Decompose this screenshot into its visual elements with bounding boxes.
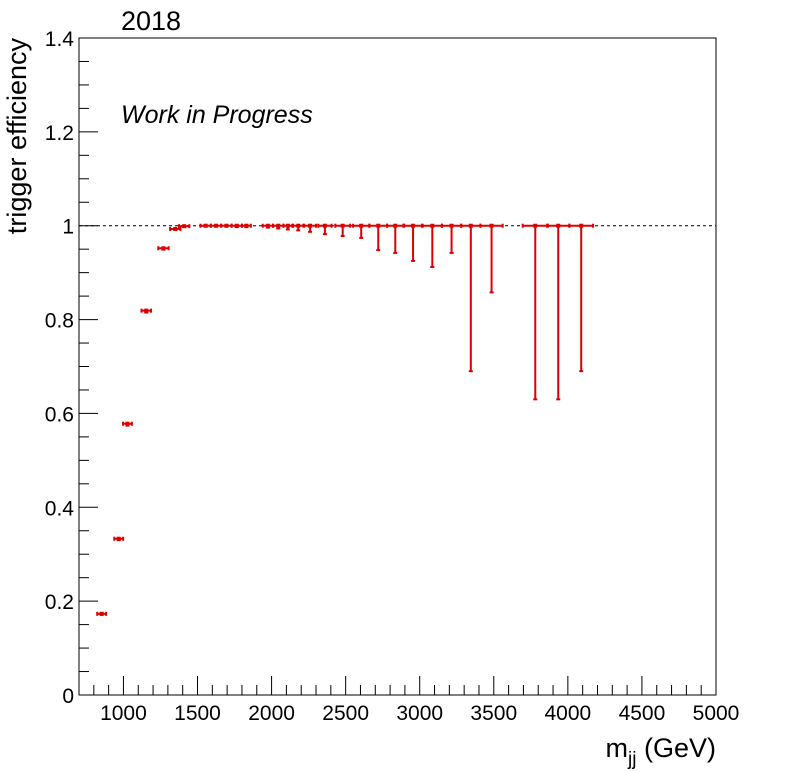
y-axis-tick-labels: 0 0.2 0.4 0.6 0.8 1 1.2 1.4 (45, 28, 75, 708)
data-point (113, 536, 125, 542)
y-tick-label: 0.2 (45, 591, 74, 614)
point-marker (489, 223, 494, 228)
chart-annotation: Work in Progress (121, 101, 313, 129)
x-tick-label: 2500 (322, 702, 369, 725)
x-axis-tick-labels: 1000 1500 2000 2500 3000 3500 4000 4500 5000 (100, 702, 739, 725)
point-marker (203, 223, 208, 228)
data-point (317, 223, 333, 236)
data-point (157, 246, 170, 251)
point-marker (556, 223, 561, 228)
data-point (169, 226, 182, 231)
y-tick-label: 0.4 (45, 497, 75, 520)
point-marker (579, 223, 584, 228)
point-marker (322, 223, 327, 228)
y-tick-label: 0.8 (45, 310, 74, 333)
point-marker (276, 223, 281, 228)
point-marker (234, 223, 239, 228)
point-marker (173, 226, 178, 231)
point-marker (224, 223, 229, 228)
point-marker (411, 223, 416, 228)
plot-frame (78, 37, 717, 696)
data-point (140, 308, 152, 314)
point-marker (430, 223, 435, 228)
y-tick-label: 1.2 (45, 122, 74, 145)
point-marker (376, 223, 381, 228)
point-marker (468, 223, 473, 228)
x-axis-title-unit: (GeV) (636, 733, 716, 763)
x-tick-label: 3500 (470, 702, 517, 725)
point-marker (533, 223, 538, 228)
chart-title: 2018 (121, 6, 181, 36)
x-tick-label: 5000 (693, 702, 740, 725)
point-marker (340, 223, 345, 228)
data-point (334, 223, 352, 238)
point-marker (359, 223, 364, 228)
point-marker (449, 223, 454, 228)
data-point (177, 224, 191, 229)
x-tick-label: 2000 (248, 702, 295, 725)
y-axis-title: trigger efficiency (2, 38, 32, 235)
data-point (479, 223, 504, 294)
data-point (303, 223, 318, 233)
x-tick-label: 1000 (100, 702, 147, 725)
x-axis-title-subscript: jj (627, 749, 636, 770)
x-tick-label: 1500 (174, 702, 221, 725)
data-point (568, 223, 595, 373)
y-tick-label: 1 (62, 216, 74, 239)
point-marker (393, 223, 398, 228)
point-marker (308, 223, 313, 228)
point-marker (285, 223, 290, 228)
point-marker (116, 536, 121, 541)
data-point (96, 611, 108, 616)
point-marker (161, 246, 166, 251)
point-marker (214, 223, 219, 228)
x-tick-label: 4000 (545, 702, 592, 725)
point-marker (244, 223, 249, 228)
point-marker (144, 308, 149, 313)
data-point (403, 223, 423, 262)
x-tick-label: 3000 (396, 702, 443, 725)
point-marker (265, 223, 270, 228)
y-tick-label: 0 (62, 685, 74, 708)
point-marker (296, 223, 301, 228)
point-marker (182, 224, 187, 229)
data-points (96, 223, 595, 616)
y-tick-label: 1.4 (45, 28, 75, 51)
y-tick-label: 0.6 (45, 403, 74, 426)
x-tick-label: 4500 (619, 702, 666, 725)
x-axis-title-main: m (606, 733, 629, 763)
point-marker (99, 611, 104, 616)
data-point (121, 421, 133, 427)
point-marker (125, 421, 130, 426)
data-point (240, 223, 252, 229)
x-axis-title: mjj (GeV) (606, 733, 716, 770)
